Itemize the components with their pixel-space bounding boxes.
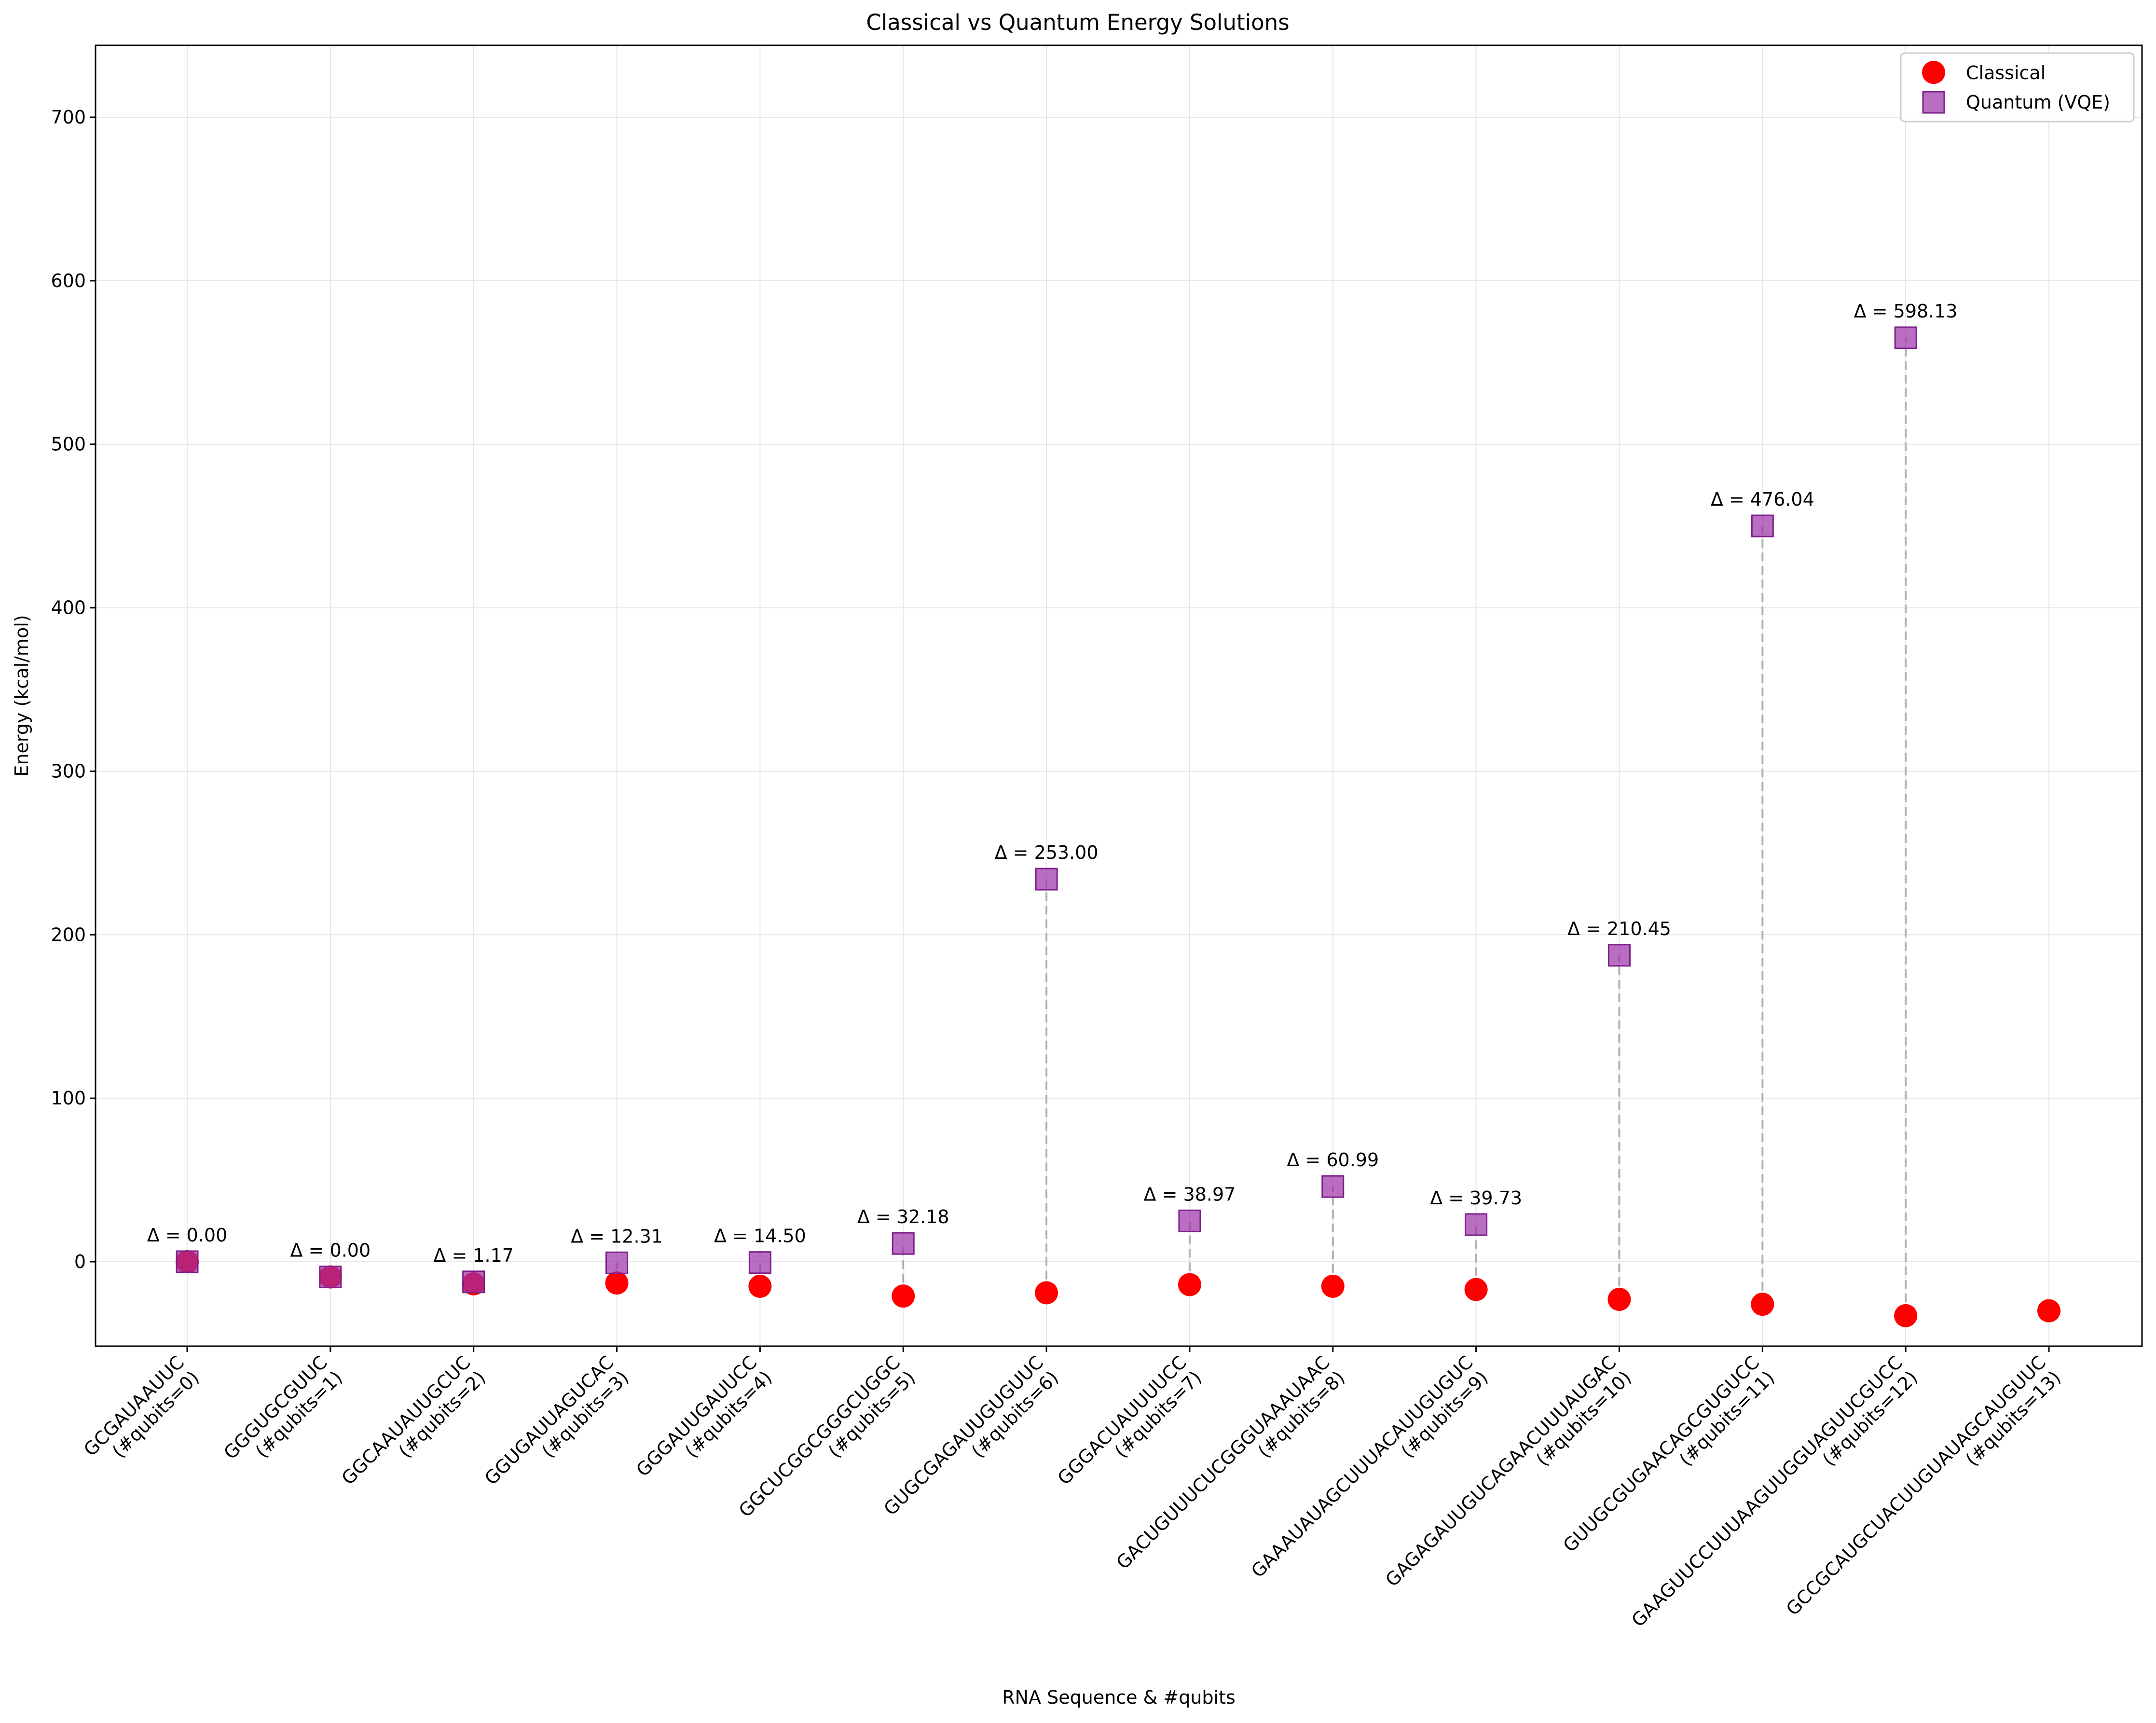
classical-point [605,1271,629,1295]
y-tick-label: 0 [74,1251,86,1272]
x-axis-label: RNA Sequence & #qubits [1002,1687,1236,1708]
legend-classical-marker [1922,61,1945,84]
classical-point [1321,1274,1345,1298]
quantum-point [1607,944,1631,967]
delta-annotations: Δ = 0.00 Δ = 0.00 Δ = 1.17 Δ = 12.31 Δ = 14.… [147,301,1958,1266]
grid-lines [96,45,2142,1346]
legend-box [1900,52,2135,123]
quantum-point [319,1266,342,1289]
y-tick-label: 500 [51,434,86,455]
quantum-point [1465,1213,1488,1236]
y-tick-label: 700 [51,107,86,128]
delta-label: Δ = 60.99 [1287,1149,1379,1171]
delta-label: Δ = 210.45 [1567,918,1671,939]
quantum-point [1894,326,1917,349]
delta-label: Δ = 14.50 [714,1226,806,1247]
legend-classical-label: Classical [1966,62,2046,83]
y-tick-label: 300 [51,760,86,782]
classical-point [1178,1273,1201,1296]
quantum-series [176,326,1917,1294]
classical-point [748,1274,772,1298]
quantum-point [1035,868,1058,891]
quantum-point [1178,1209,1201,1232]
y-axis-ticks: 0 100 200 300 400 500 600 700 [51,107,96,1272]
y-tick-label: 100 [51,1088,86,1109]
delta-label: Δ = 476.04 [1711,489,1814,510]
delta-label: Δ = 12.31 [571,1226,663,1247]
y-tick-label: 200 [51,924,86,945]
classical-point [892,1284,915,1308]
delta-label: Δ = 39.73 [1430,1187,1522,1209]
legend-quantum-label: Quantum (VQE) [1966,92,2110,113]
delta-label: Δ = 0.00 [290,1240,371,1261]
delta-label: Δ = 32.18 [857,1206,949,1227]
quantum-point [176,1250,199,1273]
classical-point [2037,1299,2060,1323]
chart-title: Classical vs Quantum Energy Solutions [866,10,1289,35]
quantum-point [1751,514,1774,538]
delta-label: Δ = 38.97 [1144,1184,1236,1205]
classical-point [1035,1281,1058,1305]
quantum-point [1321,1175,1345,1198]
quantum-point [462,1270,485,1294]
quantum-point [605,1251,629,1274]
delta-label: Δ = 1.17 [433,1245,514,1266]
classical-point [1751,1293,1774,1316]
classical-point [1464,1278,1488,1301]
delta-label: Δ = 0.00 [147,1225,228,1246]
legend: Classical Quantum (VQE) [1900,52,2135,123]
plot-frame [95,44,2143,1347]
delta-label: Δ = 598.13 [1854,301,1958,322]
classical-point [1894,1304,1918,1327]
quantum-point [748,1251,771,1274]
y-tick-label: 600 [51,270,86,291]
classical-point [1607,1287,1631,1311]
y-tick-label: 400 [51,597,86,619]
quantum-point [892,1232,915,1255]
y-axis-label: Energy (kcal/mol) [11,615,32,776]
delta-label: Δ = 253.00 [995,842,1099,863]
legend-quantum-marker [1922,91,1945,114]
